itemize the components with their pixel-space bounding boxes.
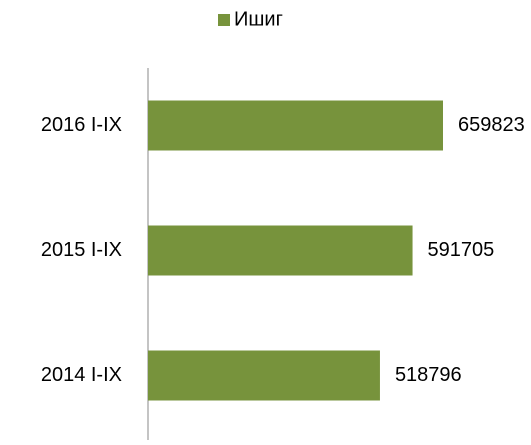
- bar: [148, 350, 380, 401]
- y-tick-label: 2015 I-IX: [41, 239, 122, 261]
- value-label: 591705: [428, 239, 495, 261]
- y-tick-label: 2016 I-IX: [41, 114, 122, 136]
- value-label: 518796: [395, 364, 462, 386]
- bar: [148, 225, 413, 276]
- bar: [148, 100, 443, 151]
- y-tick-label: 2014 I-IX: [41, 364, 122, 386]
- legend-swatch: [218, 14, 230, 26]
- legend-label: Ишиг: [234, 8, 283, 30]
- value-label: 659823: [458, 114, 525, 136]
